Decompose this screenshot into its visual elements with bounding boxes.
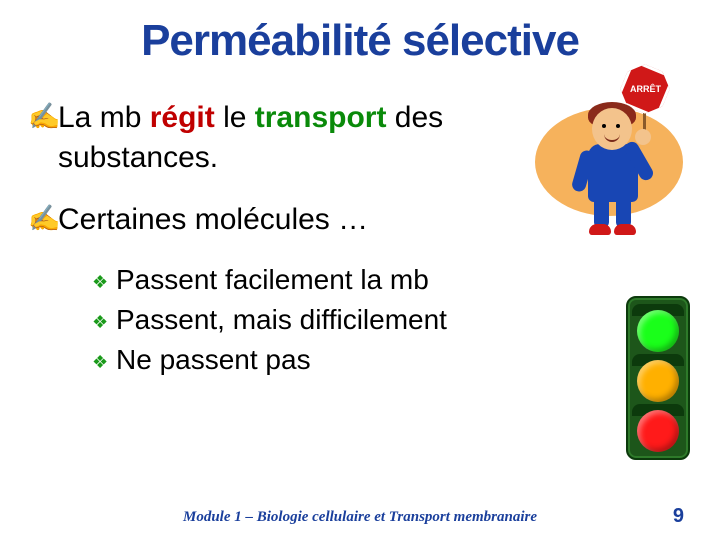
stop-sign-clipart: ARRÊT — [534, 74, 684, 244]
sub-bullet-item: ❖Ne passent pas — [92, 342, 692, 378]
bullet-text: La mb régit le transport des substances. — [58, 98, 498, 178]
sub-bullet-item: ❖Passent, mais difficilement — [92, 302, 692, 338]
traffic-lamp — [637, 310, 679, 352]
sub-bullet-text: Passent, mais difficilement — [116, 302, 447, 338]
diamond-bullet-icon: ❖ — [92, 304, 116, 340]
page-number: 9 — [673, 505, 684, 528]
slide-title: Perméabilité sélective — [28, 16, 692, 66]
traffic-light-clipart — [626, 296, 690, 460]
bullet-text: Certaines molécules … — [58, 200, 368, 240]
traffic-lamp — [637, 360, 679, 402]
sub-bullet-text: Passent facilement la mb — [116, 262, 429, 298]
slide-footer: Module 1 – Biologie cellulaire et Transp… — [0, 509, 720, 526]
sub-bullet-text: Ne passent pas — [116, 342, 311, 378]
diamond-bullet-icon: ❖ — [92, 344, 116, 380]
hand-bullet-icon: ✍ — [28, 200, 58, 236]
sub-bullet-item: ❖Passent facilement la mb — [92, 262, 692, 298]
hand-bullet-icon: ✍ — [28, 98, 58, 134]
traffic-lamp — [637, 410, 679, 452]
diamond-bullet-icon: ❖ — [92, 264, 116, 300]
